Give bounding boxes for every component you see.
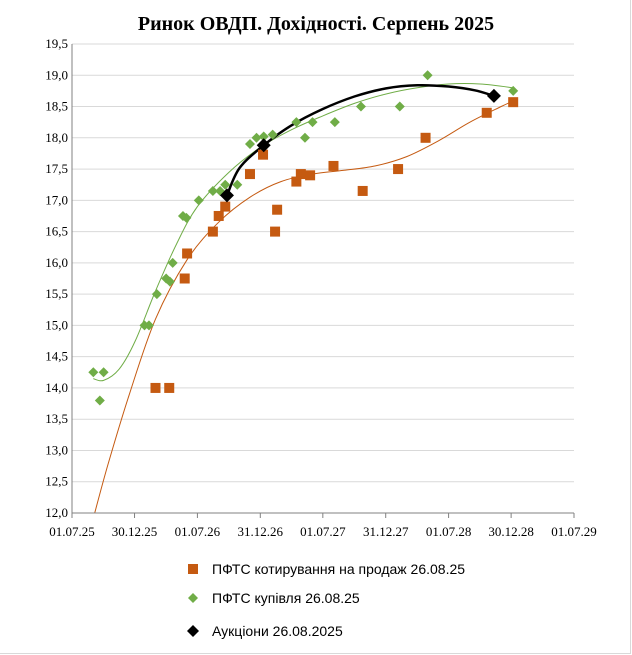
buy-quote-marker: [422, 70, 433, 81]
sale-quote-marker: [179, 273, 190, 284]
buy-quote-marker: [181, 212, 192, 223]
buy-quote-marker: [307, 117, 318, 128]
sale-quote-marker: [291, 176, 302, 187]
legend-diamond-marker: [188, 593, 198, 603]
buy-quote-marker: [167, 257, 178, 268]
sale-quote-marker: [220, 201, 231, 212]
y-tick-label: 13,0: [45, 442, 68, 457]
buy-quote-marker: [508, 85, 519, 96]
sale-quote-marker: [481, 107, 492, 118]
buy-quote-marker: [232, 179, 243, 190]
chart-title: Ринок ОВДП. Дохідності. Серпень 2025: [138, 13, 494, 35]
sale-quote-marker: [328, 160, 339, 171]
y-tick-label: 17,5: [45, 161, 68, 176]
y-tick-label: 17,0: [45, 192, 68, 207]
buy-quote-marker: [94, 395, 105, 406]
sale-quote-marker: [508, 97, 519, 108]
buy-quote-marker: [220, 179, 231, 190]
auction-marker: [486, 88, 501, 103]
sale-quote-marker: [393, 164, 404, 175]
y-tick-label: 19,0: [45, 67, 68, 82]
y-tick-label: 14,0: [45, 380, 68, 395]
buy-quote-marker: [164, 276, 175, 287]
auction-marker: [219, 188, 234, 203]
sale-quote-marker: [150, 382, 161, 393]
buy-quote-marker: [88, 367, 99, 378]
auction-trend-line: [225, 83, 495, 196]
buy-quote-marker: [207, 185, 218, 196]
sale-quote-marker: [258, 149, 269, 160]
buy-quote-marker: [193, 195, 204, 206]
sale-quote-marker: [207, 226, 218, 237]
x-tick-label: 30.12.25: [112, 524, 158, 539]
y-tick-label: 15,0: [45, 317, 68, 332]
sale-quote-marker: [272, 204, 283, 215]
buy-quote-marker: [151, 289, 162, 300]
legend-item-sale: ПФТС котирування на продаж 26.08.25: [188, 561, 465, 577]
x-tick-label: 30.12.28: [488, 524, 534, 539]
y-tick-label: 16,0: [45, 255, 68, 270]
y-tick-label: 19,5: [45, 36, 68, 51]
y-tick-label: 13,5: [45, 411, 68, 426]
buy-quote-marker: [355, 101, 366, 112]
auction-marker: [256, 138, 271, 153]
y-tick-labels: 12,0 12,5 13,0 13,5 14,0 14,5 15,0 15,5 16,0 16,5…: [45, 36, 68, 520]
buy-quote-marker: [267, 129, 278, 140]
y-tick-label: 16,5: [45, 224, 68, 239]
sale-quote-marker: [420, 132, 431, 143]
buy-quote-marker: [251, 132, 262, 143]
y-tick-label: 15,5: [45, 286, 68, 301]
x-tick-labels: 01.07.25 30.12.25 01.07.26 31.12.26 01.07.27…: [49, 524, 597, 539]
legend: ПФТС котирування на продаж 26.08.25 ПФТС…: [187, 561, 465, 639]
sale-quote-marker: [295, 169, 306, 180]
x-tick-label: 01.07.27: [300, 524, 346, 539]
buy-quote-marker: [394, 101, 405, 112]
x-tick-label: 01.07.28: [426, 524, 472, 539]
buy-quote-marker: [244, 139, 255, 150]
sale-quote-marker: [357, 185, 368, 196]
sale-quote-marker: [270, 226, 281, 237]
x-tick-label: 31.12.26: [238, 524, 284, 539]
buy-trend-line: [93, 83, 514, 382]
sale-quote-marker: [305, 170, 316, 181]
y-tick-label: 18,5: [45, 99, 68, 114]
buy-quote-marker: [258, 131, 269, 142]
y-tick-label: 12,0: [45, 505, 68, 520]
legend-label-buy: ПФТС купівля 26.08.25: [212, 590, 360, 606]
x-tick-label: 01.07.29: [551, 524, 597, 539]
sale-trend-line: [94, 99, 516, 514]
sale-quote-marker: [182, 248, 193, 259]
buy-quote-marker: [98, 367, 109, 378]
legend-item-auction: Аукціони 26.08.2025: [187, 623, 343, 639]
legend-label-sale: ПФТС котирування на продаж 26.08.25: [212, 561, 465, 577]
sale-quote-marker: [164, 382, 175, 393]
y-tick-label: 12,5: [45, 474, 68, 489]
y-tick-label: 14,5: [45, 349, 68, 364]
legend-label-auction: Аукціони 26.08.2025: [212, 623, 343, 639]
buy-quote-marker: [299, 132, 310, 143]
sale-quote-marker: [213, 210, 224, 221]
legend-diamond-marker: [187, 625, 199, 637]
x-tick-label: 01.07.25: [49, 524, 95, 539]
buy-quote-marker: [143, 320, 154, 331]
legend-square-marker: [188, 564, 198, 574]
legend-item-buy: ПФТС купівля 26.08.25: [188, 590, 360, 606]
buy-quote-marker: [329, 117, 340, 128]
x-tick-label: 01.07.26: [175, 524, 221, 539]
grid: [72, 43, 574, 514]
axes: [71, 44, 575, 518]
x-tick-label: 31.12.27: [363, 524, 409, 539]
data-marks: [88, 70, 519, 406]
buy-quote-marker: [291, 117, 302, 128]
sale-quote-marker: [244, 169, 255, 180]
y-tick-label: 18,0: [45, 130, 68, 145]
